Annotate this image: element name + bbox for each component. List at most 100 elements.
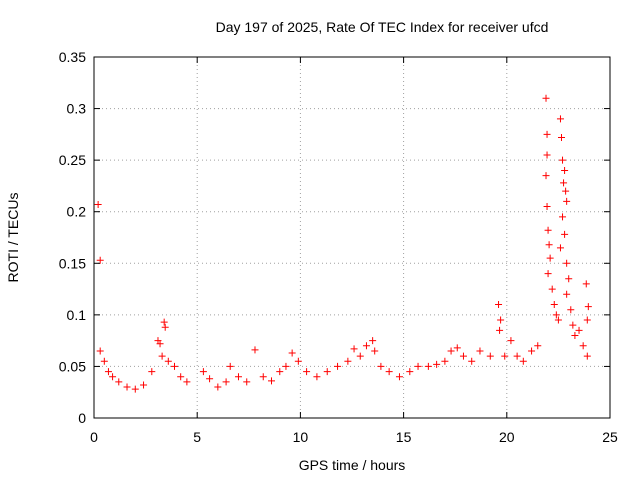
data-point — [369, 337, 377, 345]
data-point — [251, 346, 259, 354]
data-point — [161, 323, 169, 331]
data-point — [371, 347, 379, 355]
data-point — [565, 275, 573, 283]
data-point — [584, 303, 592, 311]
data-point — [569, 321, 577, 329]
data-point — [556, 244, 564, 252]
data-point — [562, 187, 570, 195]
data-point — [259, 373, 267, 381]
data-point — [222, 378, 230, 386]
data-point — [131, 385, 139, 393]
y-axis-label: ROTI / TECUs — [5, 193, 21, 283]
data-point — [447, 347, 455, 355]
data-point — [294, 357, 302, 365]
data-point — [544, 226, 552, 234]
data-point — [545, 241, 553, 249]
y-tick-label: 0.2 — [67, 204, 87, 220]
data-point — [567, 306, 575, 314]
data-point — [563, 197, 571, 205]
x-tick-label: 20 — [499, 429, 515, 445]
y-tick-label: 0.15 — [59, 255, 86, 271]
data-point — [96, 347, 104, 355]
y-tick-label: 0.3 — [67, 101, 87, 117]
data-point — [534, 342, 542, 350]
data-point — [543, 130, 551, 138]
data-point — [583, 352, 591, 360]
data-point — [94, 200, 102, 208]
data-point — [226, 362, 234, 370]
data-point — [543, 203, 551, 211]
data-point — [424, 362, 432, 370]
plot-frame — [93, 56, 611, 419]
data-point — [104, 368, 112, 376]
data-point — [546, 254, 554, 262]
data-point — [486, 352, 494, 360]
data-point — [158, 352, 166, 360]
data-point — [160, 318, 168, 326]
data-point — [582, 280, 590, 288]
data-point — [323, 368, 331, 376]
data-point — [303, 368, 311, 376]
data-point — [552, 311, 560, 319]
data-point — [550, 301, 558, 309]
data-point — [563, 290, 571, 298]
data-point — [571, 331, 579, 339]
x-tick-label: 15 — [396, 429, 412, 445]
data-point — [554, 316, 562, 324]
data-point — [177, 373, 185, 381]
data-point — [170, 362, 178, 370]
data-point — [206, 375, 214, 383]
data-point — [350, 345, 358, 353]
x-tick-label: 10 — [293, 429, 309, 445]
data-points — [94, 94, 592, 393]
data-point — [156, 340, 164, 348]
y-tick-label: 0.1 — [67, 307, 87, 323]
data-point — [497, 316, 505, 324]
data-point — [496, 326, 504, 334]
data-point — [334, 362, 342, 370]
data-point — [164, 357, 172, 365]
data-point — [544, 270, 552, 278]
x-axis-label: GPS time / hours — [299, 457, 406, 473]
data-point — [579, 342, 587, 350]
data-point — [243, 378, 251, 386]
data-point — [100, 357, 108, 365]
data-point — [468, 357, 476, 365]
data-point — [563, 259, 571, 267]
data-point — [148, 368, 156, 376]
data-point — [377, 362, 385, 370]
data-point — [513, 352, 521, 360]
data-point — [542, 172, 550, 180]
y-tick-label: 0 — [78, 410, 86, 426]
data-point — [414, 362, 422, 370]
data-point — [559, 213, 567, 221]
data-point — [199, 368, 207, 376]
y-tick-label: 0.05 — [59, 358, 86, 374]
data-point — [561, 230, 569, 238]
grid-lines — [94, 57, 610, 418]
data-point — [140, 381, 148, 389]
data-point — [268, 377, 276, 385]
data-point — [433, 360, 441, 368]
data-point — [575, 326, 583, 334]
data-point — [214, 383, 222, 391]
data-point — [385, 368, 393, 376]
data-point — [459, 352, 467, 360]
data-point — [288, 349, 296, 357]
data-point — [356, 352, 364, 360]
data-point — [556, 115, 564, 123]
data-point — [519, 357, 527, 365]
data-point — [395, 373, 403, 381]
data-point — [123, 383, 131, 391]
axis-ticks: 0 5 10 15 20 25 0 0.05 0.1 0.15 0.2 0.25 0.3 0.35 — [59, 49, 618, 445]
data-point — [559, 156, 567, 164]
x-tick-label: 25 — [602, 429, 618, 445]
data-point — [543, 151, 551, 159]
data-point — [495, 301, 503, 309]
x-tick-label: 0 — [90, 429, 98, 445]
data-point — [476, 347, 484, 355]
data-point — [557, 133, 565, 141]
data-point — [548, 285, 556, 293]
data-point — [183, 378, 191, 386]
